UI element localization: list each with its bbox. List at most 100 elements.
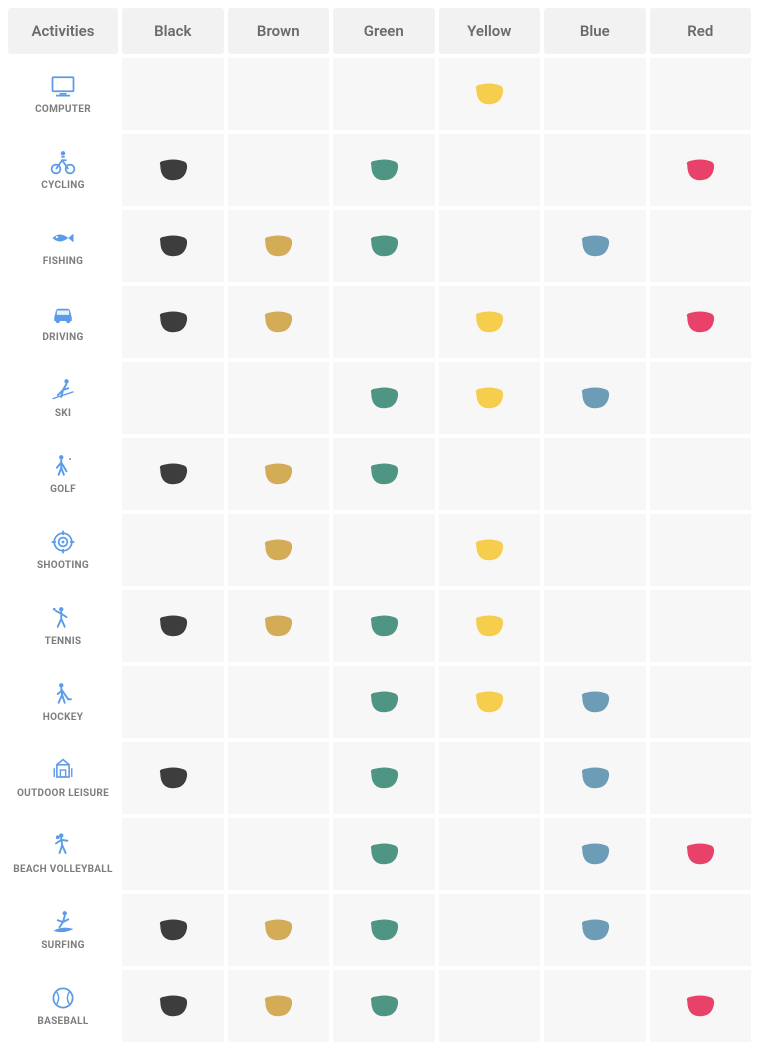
lens-yellow-icon [472, 689, 506, 715]
lens-yellow-icon [472, 385, 506, 411]
activity-outdoor-leisure: OUTDOOR LEISURE [8, 742, 118, 814]
cell-baseball-red [650, 970, 752, 1042]
lens-brown-icon [261, 917, 295, 943]
cell-tennis-black [122, 590, 224, 662]
lens-black-icon [156, 917, 190, 943]
cell-ski-red [650, 362, 752, 434]
activity-label: OUTDOOR LEISURE [17, 788, 109, 800]
lens-blue-icon [578, 689, 612, 715]
lens-red-icon [683, 157, 717, 183]
lens-brown-icon [261, 993, 295, 1019]
driving-icon [49, 300, 77, 328]
cell-surfing-red [650, 894, 752, 966]
activity-label: GOLF [50, 484, 76, 496]
lens-yellow-icon [472, 537, 506, 563]
cycling-icon [49, 148, 77, 176]
cell-ski-blue [544, 362, 646, 434]
cell-driving-blue [544, 286, 646, 358]
cell-driving-red [650, 286, 752, 358]
lens-yellow-icon [472, 613, 506, 639]
cell-driving-yellow [439, 286, 541, 358]
lens-black-icon [156, 309, 190, 335]
activity-label: BEACH VOLLEYBALL [13, 864, 112, 876]
cell-hockey-red [650, 666, 752, 738]
lens-blue-icon [578, 233, 612, 259]
tennis-icon [49, 604, 77, 632]
cell-ski-green [333, 362, 435, 434]
cell-beach-volleyball-black [122, 818, 224, 890]
cell-outdoor-leisure-black [122, 742, 224, 814]
cell-driving-green [333, 286, 435, 358]
activity-label: BASEBALL [37, 1016, 88, 1028]
cell-golf-red [650, 438, 752, 510]
cell-golf-yellow [439, 438, 541, 510]
cell-outdoor-leisure-green [333, 742, 435, 814]
lens-green-icon [367, 993, 401, 1019]
header-col-red: Red [650, 8, 752, 54]
activity-surfing: SURFING [8, 894, 118, 966]
cell-computer-yellow [439, 58, 541, 130]
activity-label: HOCKEY [43, 712, 83, 724]
activity-fishing: FISHING [8, 210, 118, 282]
cell-ski-brown [228, 362, 330, 434]
cell-fishing-green [333, 210, 435, 282]
lens-yellow-icon [472, 81, 506, 107]
cell-driving-black [122, 286, 224, 358]
lens-red-icon [683, 309, 717, 335]
lens-brown-icon [261, 461, 295, 487]
activity-shooting: SHOOTING [8, 514, 118, 586]
lens-red-icon [683, 993, 717, 1019]
lens-green-icon [367, 917, 401, 943]
computer-icon [49, 72, 77, 100]
outdoor-icon [49, 756, 77, 784]
header-activities: Activities [8, 8, 118, 54]
lens-black-icon [156, 233, 190, 259]
cell-cycling-green [333, 134, 435, 206]
activity-label: CYCLING [41, 180, 84, 192]
lens-green-icon [367, 385, 401, 411]
cell-cycling-black [122, 134, 224, 206]
activity-label: TENNIS [45, 636, 82, 648]
lens-red-icon [683, 841, 717, 867]
activity-golf: GOLF [8, 438, 118, 510]
cell-shooting-brown [228, 514, 330, 586]
cell-computer-black [122, 58, 224, 130]
activity-baseball: BASEBALL [8, 970, 118, 1042]
cell-fishing-red [650, 210, 752, 282]
fishing-icon [49, 224, 77, 252]
cell-shooting-red [650, 514, 752, 586]
activity-label: FISHING [43, 256, 84, 268]
cell-ski-black [122, 362, 224, 434]
lens-blue-icon [578, 841, 612, 867]
cell-fishing-blue [544, 210, 646, 282]
lens-blue-icon [578, 385, 612, 411]
cell-driving-brown [228, 286, 330, 358]
activity-label: DRIVING [42, 332, 83, 344]
lens-green-icon [367, 841, 401, 867]
cell-computer-brown [228, 58, 330, 130]
cell-shooting-green [333, 514, 435, 586]
cell-beach-volleyball-red [650, 818, 752, 890]
activity-tennis: TENNIS [8, 590, 118, 662]
cell-surfing-brown [228, 894, 330, 966]
cell-ski-yellow [439, 362, 541, 434]
lens-yellow-icon [472, 309, 506, 335]
header-col-brown: Brown [228, 8, 330, 54]
lens-green-icon [367, 461, 401, 487]
lens-black-icon [156, 157, 190, 183]
cell-shooting-blue [544, 514, 646, 586]
cell-fishing-black [122, 210, 224, 282]
cell-surfing-yellow [439, 894, 541, 966]
cell-baseball-brown [228, 970, 330, 1042]
header-col-yellow: Yellow [439, 8, 541, 54]
cell-hockey-yellow [439, 666, 541, 738]
activity-driving: DRIVING [8, 286, 118, 358]
cell-surfing-blue [544, 894, 646, 966]
cell-golf-brown [228, 438, 330, 510]
lens-black-icon [156, 993, 190, 1019]
lens-brown-icon [261, 233, 295, 259]
cell-hockey-green [333, 666, 435, 738]
cell-tennis-blue [544, 590, 646, 662]
cell-fishing-brown [228, 210, 330, 282]
activity-computer: COMPUTER [8, 58, 118, 130]
